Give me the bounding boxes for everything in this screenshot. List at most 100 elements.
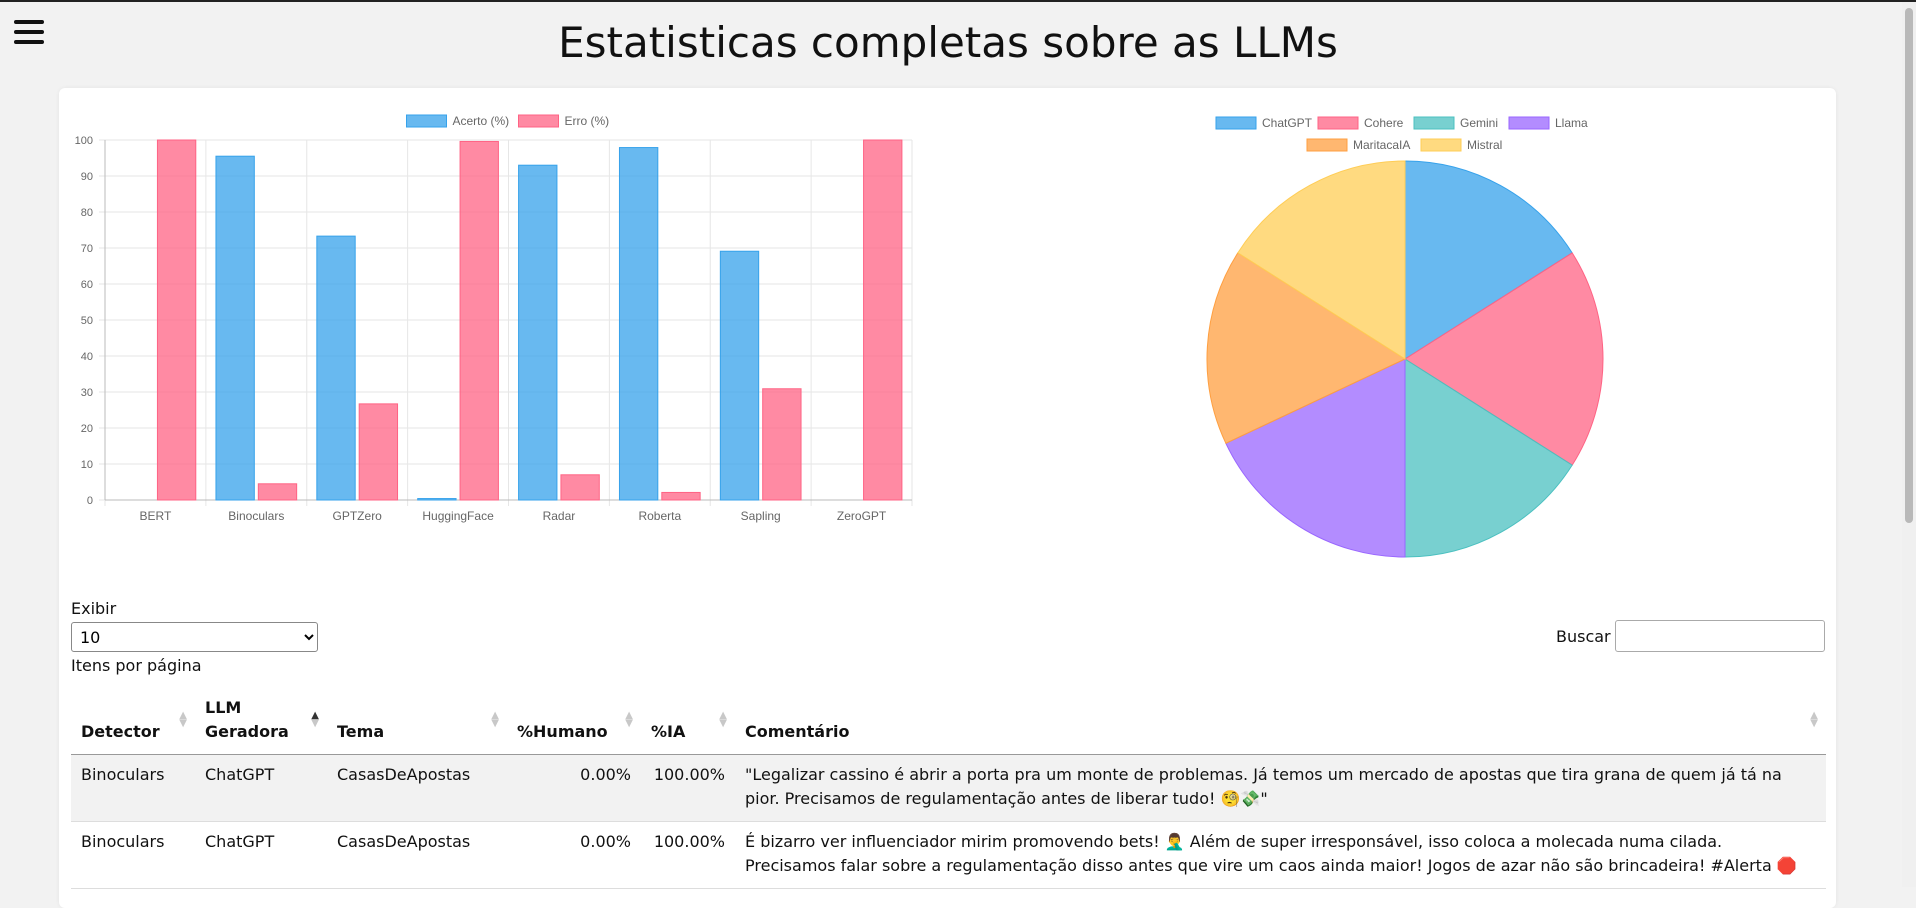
legend-swatch[interactable] xyxy=(518,114,559,128)
cell-llm: ChatGPT xyxy=(195,821,327,889)
legend-label[interactable]: Erro (%) xyxy=(565,114,610,128)
y-tick-label: 20 xyxy=(81,423,93,435)
col-label: Comentário xyxy=(745,722,850,741)
col-label: Tema xyxy=(337,722,385,741)
pie-slice-mistral[interactable] xyxy=(1237,160,1406,360)
legend-swatch[interactable] xyxy=(1413,116,1455,130)
legend-swatch[interactable] xyxy=(1317,116,1359,130)
col-header-humano[interactable]: %Humano ▲ ▼ xyxy=(507,696,641,755)
legend-swatch[interactable] xyxy=(1420,138,1462,152)
legend-label[interactable]: Acerto (%) xyxy=(453,114,510,128)
bar-erro[interactable] xyxy=(257,483,298,501)
legend-label[interactable]: ChatGPT xyxy=(1262,116,1313,130)
bar-erro[interactable] xyxy=(358,403,399,501)
cell-llm: ChatGPT xyxy=(195,754,327,822)
x-tick-label: Radar xyxy=(543,509,576,523)
cell-detector: Binoculars xyxy=(71,754,195,822)
cell-detector: Binoculars xyxy=(71,821,195,889)
sort-asc-icon: ▲ ▼ xyxy=(311,710,319,729)
bar-erro[interactable] xyxy=(459,140,499,501)
x-tick-label: HuggingFace xyxy=(422,509,494,523)
cell-tema: CasasDeApostas xyxy=(327,821,507,889)
y-tick-label: 0 xyxy=(87,495,93,507)
col-header-ia[interactable]: %IA ▲ ▼ xyxy=(641,696,735,755)
bar-acerto[interactable] xyxy=(719,250,760,501)
legend-swatch[interactable] xyxy=(1508,116,1550,130)
table-row[interactable]: Binoculars ChatGPT CasasDeApostas 0.00% … xyxy=(71,754,1826,822)
pie-slice-maritacaia[interactable] xyxy=(1206,252,1407,444)
cell-tema: CasasDeApostas xyxy=(327,754,507,822)
cell-comentario: "Legalizar cassino é abrir a porta pra u… xyxy=(735,754,1826,822)
page-size-select[interactable]: 10 xyxy=(71,622,318,652)
y-tick-label: 30 xyxy=(81,387,93,399)
cell-ia: 100.00% xyxy=(641,821,735,889)
pie-slice-chatgpt[interactable] xyxy=(1404,160,1573,360)
cell-humano: 0.00% xyxy=(507,754,641,822)
page-size-suffix: Itens por página xyxy=(71,656,202,675)
legend-label[interactable]: Gemini xyxy=(1460,116,1498,130)
search-input[interactable] xyxy=(1614,620,1825,652)
bar-chart: 0 10 20 30 40 50 60 70 80 90 100 BERT Binoculars GPTZ… xyxy=(75,114,913,523)
bar-acerto[interactable] xyxy=(417,498,457,501)
pie-slice-gemini[interactable] xyxy=(1404,358,1573,558)
y-tick-label: 50 xyxy=(81,315,93,327)
x-tick-label: Sapling xyxy=(741,509,781,523)
col-label: %Humano xyxy=(517,722,608,741)
cell-ia: 100.00% xyxy=(641,754,735,822)
cell-humano: 0.00% xyxy=(507,821,641,889)
bar-acerto[interactable] xyxy=(316,235,356,501)
sort-icon: ▲ ▼ xyxy=(179,710,187,729)
cell-comentario: É bizarro ver influenciador mirim promov… xyxy=(735,821,1826,889)
x-tick-label: BERT xyxy=(140,509,172,523)
legend-label[interactable]: MaritacaIA xyxy=(1353,138,1410,152)
bar-erro[interactable] xyxy=(661,491,701,501)
y-tick-label: 100 xyxy=(75,135,93,147)
sort-icon: ▲ ▼ xyxy=(625,710,633,729)
col-header-comentario[interactable]: Comentário ▲ ▼ xyxy=(735,696,1826,755)
legend-swatch[interactable] xyxy=(406,114,447,128)
bar-acerto[interactable] xyxy=(215,155,255,501)
pie-slice-cohere[interactable] xyxy=(1404,252,1604,466)
show-label: Exibir xyxy=(71,599,117,618)
col-label: Detector xyxy=(81,722,160,741)
y-tick-label: 70 xyxy=(81,243,93,255)
page-size-control: Exibir 10 Itens por página xyxy=(71,599,318,676)
bar-erro[interactable] xyxy=(762,388,802,501)
bar-erro[interactable] xyxy=(863,139,903,501)
table-row[interactable]: Binoculars ChatGPT CasasDeApostas 0.00% … xyxy=(71,821,1826,889)
legend-label[interactable]: Cohere xyxy=(1364,116,1404,130)
col-header-tema[interactable]: Tema ▲ ▼ xyxy=(327,696,507,755)
x-tick-label: Binoculars xyxy=(228,509,284,523)
menu-icon[interactable] xyxy=(14,20,44,46)
legend-label[interactable]: Llama xyxy=(1555,116,1588,130)
pie-slice-llama[interactable] xyxy=(1225,358,1406,558)
col-label: LLM Geradora xyxy=(205,698,289,741)
col-label: %IA xyxy=(651,722,686,741)
legend-swatch[interactable] xyxy=(1215,116,1257,130)
col-header-detector[interactable]: Detector ▲ ▼ xyxy=(71,696,195,755)
y-tick-label: 60 xyxy=(81,279,93,291)
bar-acerto[interactable] xyxy=(518,164,558,501)
legend-label[interactable]: Mistral xyxy=(1467,138,1502,152)
y-tick-label: 10 xyxy=(81,459,93,471)
x-tick-label: Roberta xyxy=(638,509,681,523)
x-tick-label: ZeroGPT xyxy=(837,509,887,523)
y-tick-label: 80 xyxy=(81,207,93,219)
y-tick-label: 40 xyxy=(81,351,93,363)
results-table: Detector ▲ ▼ LLM Geradora ▲ ▼ Tema ▲ ▼ %Hum… xyxy=(71,696,1826,889)
bar-acerto[interactable] xyxy=(618,147,659,501)
table-header-row: Detector ▲ ▼ LLM Geradora ▲ ▼ Tema ▲ ▼ %Hum… xyxy=(71,696,1826,755)
sort-icon: ▲ ▼ xyxy=(1810,710,1818,729)
page-scrollbar[interactable] xyxy=(1902,2,1916,887)
page-title: Estatisticas completas sobre as LLMs xyxy=(558,18,1338,67)
x-tick-label: GPTZero xyxy=(333,509,383,523)
y-tick-label: 90 xyxy=(81,171,93,183)
scrollbar-thumb[interactable] xyxy=(1905,8,1913,523)
bar-erro[interactable] xyxy=(560,474,600,501)
sort-icon: ▲ ▼ xyxy=(491,710,499,729)
legend-swatch[interactable] xyxy=(1306,138,1348,152)
bar-erro[interactable] xyxy=(156,139,197,501)
search-label: Buscar xyxy=(1556,626,1611,646)
sort-icon: ▲ ▼ xyxy=(719,710,727,729)
col-header-llm[interactable]: LLM Geradora ▲ ▼ xyxy=(195,696,327,755)
